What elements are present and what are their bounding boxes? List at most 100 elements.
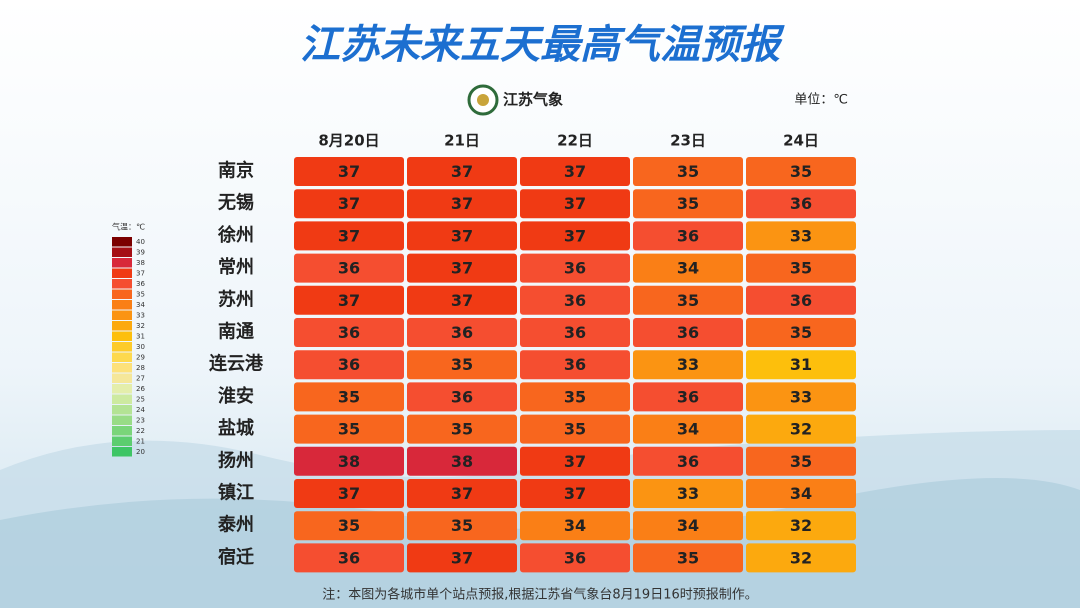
cell — [294, 446, 404, 476]
cell — [746, 414, 856, 444]
legend-label: 38 — [136, 259, 145, 267]
cell-value: 34 — [677, 259, 699, 278]
legend-swatch — [112, 342, 132, 352]
cell-value: 36 — [677, 387, 699, 406]
row-label: 无锡 — [218, 192, 254, 214]
cell-value: 36 — [564, 323, 586, 342]
column-header: 24日 — [783, 132, 819, 150]
cell-value: 36 — [564, 291, 586, 310]
cell-value: 37 — [338, 226, 360, 245]
cell-value: 37 — [451, 162, 473, 181]
cell — [633, 543, 743, 573]
legend-label: 31 — [136, 333, 145, 341]
cell-value: 37 — [451, 291, 473, 310]
row-label: 泰州 — [217, 514, 254, 536]
cell — [407, 479, 517, 508]
legend-swatch — [112, 415, 132, 425]
cell — [407, 318, 517, 347]
cell — [294, 479, 404, 508]
legend-swatch — [112, 436, 132, 446]
legend-swatch — [112, 331, 132, 341]
cell-value: 37 — [451, 226, 473, 245]
cell — [294, 285, 404, 315]
cell-value: 35 — [677, 194, 699, 213]
cell — [407, 543, 517, 573]
cell — [407, 221, 517, 251]
cell-value: 37 — [564, 162, 586, 181]
cell-value: 35 — [564, 420, 586, 439]
cell — [407, 350, 517, 380]
legend-swatch — [112, 321, 132, 331]
cell — [746, 479, 856, 508]
cell — [520, 543, 630, 573]
cell-value: 36 — [677, 226, 699, 245]
cell — [520, 446, 630, 476]
row-label: 淮安 — [218, 385, 254, 407]
cell-value: 37 — [451, 484, 473, 503]
legend-label: 25 — [136, 396, 145, 404]
cell — [407, 157, 517, 186]
cell-value: 35 — [564, 387, 586, 406]
footnote: 注：本图为各城市单个站点预报,根据江苏省气象台8月19日16时预报制作。 — [322, 587, 758, 603]
cell — [633, 382, 743, 412]
cell — [633, 318, 743, 347]
cell — [746, 318, 856, 347]
cell — [746, 350, 856, 380]
cell — [520, 253, 630, 283]
cell — [520, 221, 630, 251]
cell-value: 35 — [790, 452, 812, 471]
row-label: 常州 — [218, 256, 254, 278]
legend-swatch — [112, 363, 132, 373]
cell-value: 36 — [677, 452, 699, 471]
cell — [294, 511, 404, 541]
cell-value: 35 — [790, 323, 812, 342]
cell-value: 34 — [790, 484, 812, 503]
cell-value: 37 — [338, 484, 360, 503]
cell-value: 35 — [451, 420, 473, 439]
legend-label: 28 — [136, 364, 145, 372]
cell — [294, 189, 404, 219]
cell-value: 37 — [451, 194, 473, 213]
cell — [294, 543, 404, 573]
legend-swatch — [112, 268, 132, 278]
legend-label: 27 — [136, 375, 145, 383]
cell-value: 35 — [790, 162, 812, 181]
cell-value: 36 — [564, 548, 586, 567]
cell — [407, 253, 517, 283]
row-label: 盐城 — [218, 417, 254, 439]
row-label: 扬州 — [218, 449, 254, 471]
legend-swatch — [112, 352, 132, 362]
row-label: 徐州 — [217, 224, 254, 246]
cell-value: 38 — [451, 452, 473, 471]
cell — [633, 350, 743, 380]
legend-swatch — [112, 384, 132, 394]
cell — [294, 318, 404, 347]
cell-value: 37 — [338, 194, 360, 213]
legend-swatch — [112, 373, 132, 383]
cell-value: 37 — [451, 259, 473, 278]
cell — [633, 511, 743, 541]
cell-value: 35 — [338, 516, 360, 535]
legend-label: 26 — [136, 385, 145, 393]
legend-label: 33 — [136, 312, 145, 320]
logo-icon — [477, 94, 489, 106]
cell — [633, 189, 743, 219]
cell-value: 37 — [338, 291, 360, 310]
column-header: 22日 — [557, 132, 593, 150]
cell — [746, 189, 856, 219]
legend-title: 气温：℃ — [112, 222, 145, 232]
cell-value: 35 — [677, 162, 699, 181]
cell — [407, 382, 517, 412]
title: 江苏未来五天最高气温预报 — [300, 22, 785, 68]
cell — [294, 382, 404, 412]
legend-swatch — [112, 405, 132, 415]
cell — [520, 157, 630, 186]
legend-swatch — [112, 237, 132, 247]
cell — [520, 350, 630, 380]
cell-value: 36 — [790, 194, 812, 213]
cell — [746, 253, 856, 283]
cell — [294, 253, 404, 283]
cell — [633, 157, 743, 186]
cell — [633, 414, 743, 444]
